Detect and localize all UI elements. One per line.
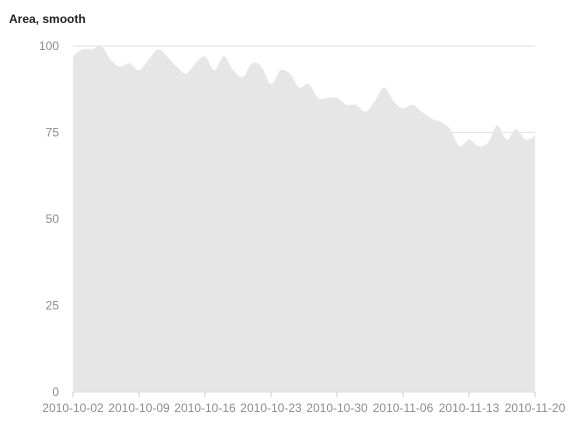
y-tick-label: 25 [46, 299, 60, 313]
y-tick-label: 50 [46, 212, 60, 226]
x-tick-label: 2010-11-13 [439, 401, 500, 415]
x-tick-label: 2010-10-23 [240, 401, 302, 415]
x-tick-label: 2010-10-30 [306, 401, 368, 415]
x-tick-label: 2010-10-09 [108, 401, 170, 415]
x-tick-label: 2010-11-20 [505, 401, 566, 415]
x-tick-label: 2010-11-06 [373, 401, 434, 415]
x-tick-label: 2010-10-16 [174, 401, 236, 415]
area-series [73, 45, 535, 392]
y-tick-label: 75 [46, 126, 60, 140]
chart-title: Area, smooth [9, 12, 86, 26]
y-tick-label: 100 [39, 39, 59, 53]
y-tick-label: 0 [52, 385, 59, 399]
x-tick-label: 2010-10-02 [42, 401, 104, 415]
